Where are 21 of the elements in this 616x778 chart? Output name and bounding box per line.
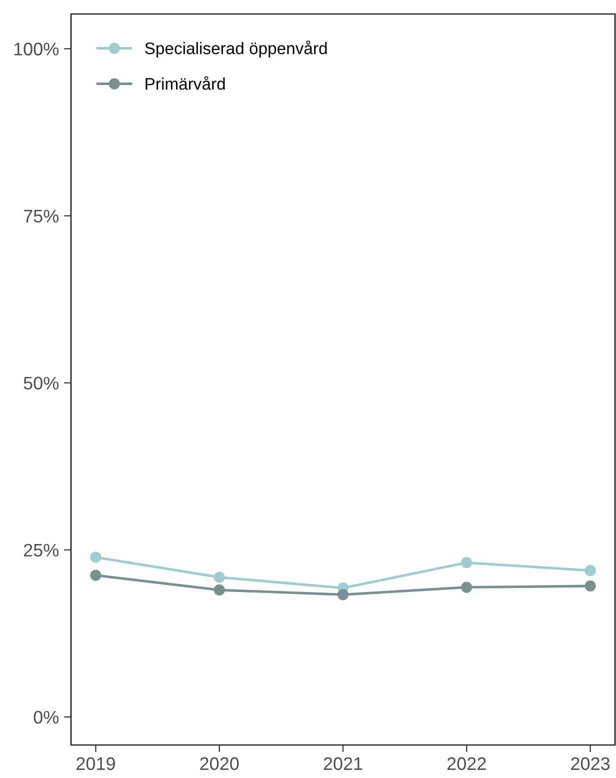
x-tick-label: 2020 (200, 757, 239, 770)
point (584, 580, 596, 592)
point (461, 582, 472, 593)
y-tick-label: 50% (24, 376, 59, 390)
legend-label: Specialiserad öppenvård (145, 40, 327, 58)
x-tick-label: 2019 (76, 757, 115, 770)
x-tick-label: 2022 (447, 757, 486, 770)
y-tick-label: 0% (34, 710, 59, 724)
x-tick-label: 2023 (571, 757, 610, 770)
point (90, 552, 102, 563)
y-tick-label: 75% (24, 210, 59, 223)
y-tick-label: 100% (14, 42, 59, 56)
point (461, 557, 472, 568)
point (214, 584, 225, 596)
point (584, 565, 596, 576)
point (337, 589, 349, 600)
y-tick-label: 25% (24, 544, 59, 557)
point (90, 570, 102, 581)
point (214, 572, 225, 583)
legend-label: Primärvård (146, 76, 225, 90)
x-tick-label: 2021 (324, 757, 362, 770)
